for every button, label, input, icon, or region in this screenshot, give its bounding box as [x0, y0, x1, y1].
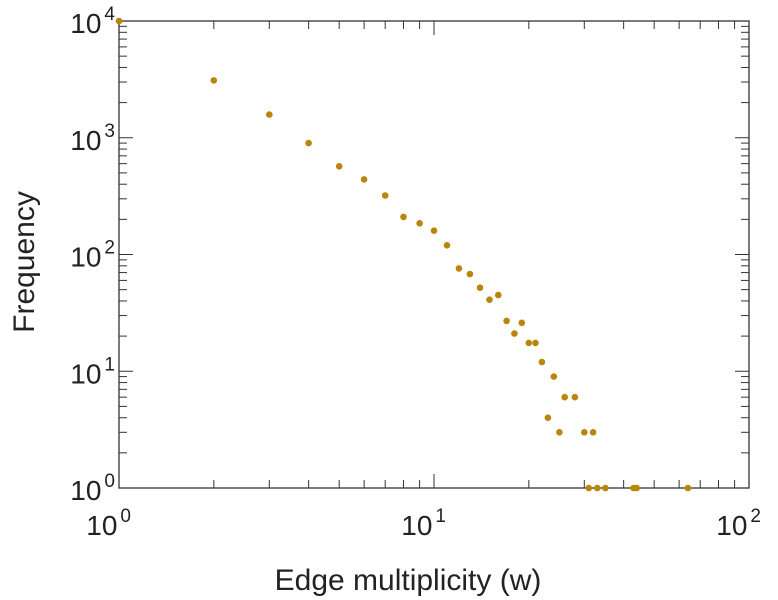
plot-frame [118, 20, 750, 489]
data-point [684, 484, 692, 492]
data-point [416, 220, 423, 227]
data-point [594, 484, 601, 492]
x-axis-label: Edge multiplicity (w) [275, 564, 542, 597]
y-tick-label: 10 2 [70, 238, 115, 273]
data-point [115, 17, 123, 25]
data-point [532, 339, 539, 347]
x-tick-label: 10 1 [401, 506, 446, 541]
y-tick-label: 10 3 [70, 121, 115, 156]
data-point [538, 358, 546, 366]
data-point [561, 393, 568, 401]
data-point [518, 319, 526, 327]
data-point [556, 429, 563, 436]
data-point [455, 265, 463, 272]
data-point [589, 429, 597, 436]
data-point [550, 373, 558, 380]
data-point [476, 284, 484, 292]
data-point [544, 414, 552, 422]
data-point [335, 163, 343, 170]
data-point [443, 242, 451, 249]
data-point [495, 291, 502, 299]
y-tick-label: 10 0 [70, 471, 115, 506]
x-tick-label: 10 0 [86, 506, 131, 541]
y-axis-label: Frequency [8, 191, 41, 333]
x-tick-label: 10 2 [716, 506, 761, 541]
data-point [266, 111, 273, 118]
data-point [585, 484, 593, 492]
data-point [581, 429, 588, 436]
data-point [305, 139, 312, 147]
y-tick-label: 10 4 [70, 4, 115, 39]
axis-tick-labels: 10 0 10 1 10 2 10 0 10 1 10 2 10 3 10 4 [70, 4, 761, 541]
data-point [633, 484, 640, 492]
y-tick-label: 10 1 [70, 354, 115, 389]
data-point [602, 484, 609, 492]
data-point [571, 393, 579, 401]
data-point [210, 77, 218, 84]
data-point [511, 330, 518, 337]
data-point [430, 227, 438, 234]
data-points [115, 17, 692, 492]
data-point [525, 339, 533, 347]
data-point [503, 317, 510, 325]
data-point [400, 213, 407, 221]
data-point [486, 296, 493, 304]
data-point [381, 192, 389, 199]
axis-ticks [118, 20, 750, 489]
data-point [466, 270, 474, 278]
data-point [360, 176, 368, 183]
